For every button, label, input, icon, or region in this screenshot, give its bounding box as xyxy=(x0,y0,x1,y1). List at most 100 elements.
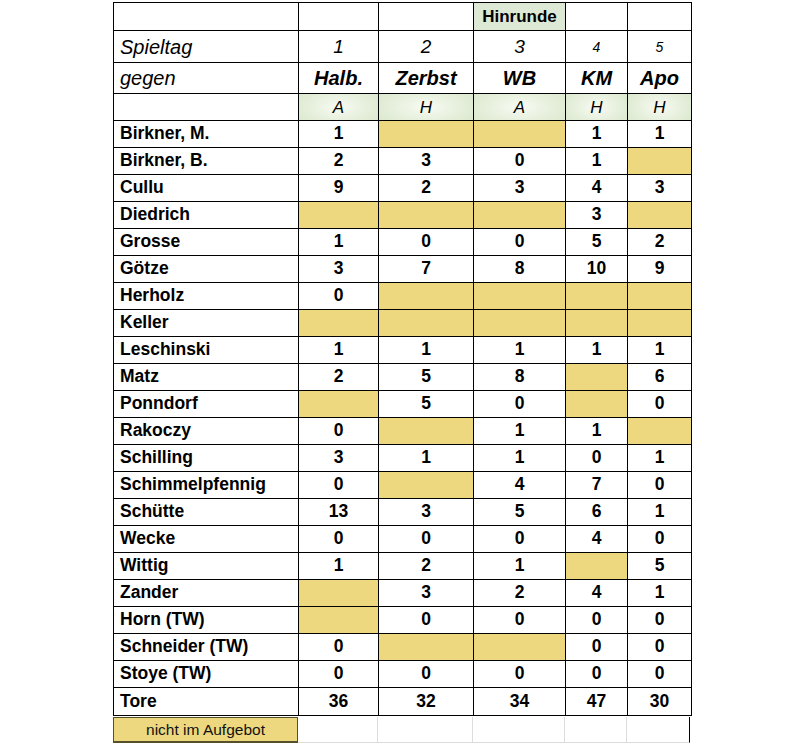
cell-goals[interactable]: 1 xyxy=(628,499,691,526)
cell-goals[interactable]: 10 xyxy=(566,256,628,283)
cell-goals[interactable]: 0 xyxy=(474,526,566,553)
cell-matchday[interactable]: 3 xyxy=(474,31,566,63)
cell-venue[interactable]: H xyxy=(566,94,628,121)
cell-goals[interactable]: 0 xyxy=(628,607,691,634)
cell-not-in-squad[interactable] xyxy=(474,283,566,310)
cell-goals[interactable]: 1 xyxy=(299,229,379,256)
cell-not-in-squad[interactable] xyxy=(299,202,379,229)
cell-not-in-squad[interactable] xyxy=(299,607,379,634)
cell-goals[interactable]: 7 xyxy=(566,472,628,499)
cell-goals[interactable]: 1 xyxy=(628,580,691,607)
cell-goals[interactable]: 2 xyxy=(299,364,379,391)
cell-goals[interactable]: 0 xyxy=(474,148,566,175)
cell-matchday[interactable]: 2 xyxy=(379,31,474,63)
cell-player-name[interactable]: Wittig xyxy=(114,553,299,580)
cell-goals[interactable]: 0 xyxy=(474,229,566,256)
cell-goals[interactable]: 4 xyxy=(566,175,628,202)
cell-blank[interactable] xyxy=(114,3,299,31)
cell-player-name[interactable]: Keller xyxy=(114,310,299,337)
cell-goals[interactable]: 1 xyxy=(628,337,691,364)
cell-goals[interactable]: 1 xyxy=(299,553,379,580)
cell-goals[interactable]: 0 xyxy=(379,607,474,634)
cell-player-name[interactable]: Horn (TW) xyxy=(114,607,299,634)
cell-goals[interactable]: 9 xyxy=(299,175,379,202)
cell-not-in-squad[interactable] xyxy=(299,580,379,607)
cell-not-in-squad[interactable] xyxy=(379,283,474,310)
cell-total-goals[interactable]: 30 xyxy=(628,688,691,715)
cell-goals[interactable]: 5 xyxy=(379,364,474,391)
cell-goals[interactable]: 1 xyxy=(379,337,474,364)
row-label-spieltag[interactable]: Spieltag xyxy=(114,31,299,63)
cell-total-goals[interactable]: 36 xyxy=(299,688,379,715)
cell-player-name[interactable]: Matz xyxy=(114,364,299,391)
cell-goals[interactable]: 1 xyxy=(566,337,628,364)
cell-player-name[interactable]: Schneider (TW) xyxy=(114,634,299,661)
cell-goals[interactable]: 1 xyxy=(474,337,566,364)
cell-goals[interactable]: 3 xyxy=(474,175,566,202)
cell-not-in-squad[interactable] xyxy=(566,553,628,580)
cell-goals[interactable]: 0 xyxy=(628,526,691,553)
cell-goals[interactable]: 2 xyxy=(628,229,691,256)
cell-goals[interactable]: 0 xyxy=(299,283,379,310)
cell-goals[interactable]: 0 xyxy=(299,472,379,499)
cell-goals[interactable]: 0 xyxy=(566,634,628,661)
row-label-gegen[interactable]: gegen xyxy=(114,63,299,94)
cell-not-in-squad[interactable] xyxy=(628,418,691,445)
cell-player-name[interactable]: Ponndorf xyxy=(114,391,299,418)
cell-goals[interactable]: 5 xyxy=(379,391,474,418)
cell-goals[interactable]: 0 xyxy=(474,391,566,418)
cell-goals[interactable]: 3 xyxy=(299,445,379,472)
cell-goals[interactable]: 5 xyxy=(628,553,691,580)
cell-goals[interactable]: 0 xyxy=(379,526,474,553)
cell-player-name[interactable]: Cullu xyxy=(114,175,299,202)
cell-goals[interactable]: 8 xyxy=(474,364,566,391)
cell-goals[interactable]: 13 xyxy=(299,499,379,526)
cell-player-name[interactable]: Diedrich xyxy=(114,202,299,229)
cell-not-in-squad[interactable] xyxy=(474,634,566,661)
cell-player-name[interactable]: Birkner, M. xyxy=(114,121,299,148)
cell-goals[interactable]: 8 xyxy=(474,256,566,283)
cell-player-name[interactable]: Schütte xyxy=(114,499,299,526)
cell-player-name[interactable]: Zander xyxy=(114,580,299,607)
cell-goals[interactable]: 3 xyxy=(379,580,474,607)
row-label-tore[interactable]: Tore xyxy=(114,688,299,715)
cell-goals[interactable]: 1 xyxy=(474,418,566,445)
cell-goals[interactable]: 0 xyxy=(628,472,691,499)
cell-goals[interactable]: 0 xyxy=(379,229,474,256)
cell-not-in-squad[interactable] xyxy=(299,310,379,337)
cell-player-name[interactable]: Wecke xyxy=(114,526,299,553)
cell-matchday[interactable]: 5 xyxy=(628,31,691,63)
cell-goals[interactable]: 1 xyxy=(566,148,628,175)
cell-goals[interactable]: 3 xyxy=(379,148,474,175)
cell-blank[interactable] xyxy=(114,94,299,121)
cell-opponent[interactable]: Zerbst xyxy=(379,63,474,94)
cell-not-in-squad[interactable] xyxy=(628,283,691,310)
cell-goals[interactable]: 1 xyxy=(474,445,566,472)
cell-opponent[interactable]: WB xyxy=(474,63,566,94)
cell-goals[interactable]: 0 xyxy=(474,607,566,634)
cell-goals[interactable]: 2 xyxy=(379,175,474,202)
cell-goals[interactable]: 1 xyxy=(566,418,628,445)
cell-not-in-squad[interactable] xyxy=(474,310,566,337)
cell-blank[interactable] xyxy=(379,3,474,31)
cell-goals[interactable]: 6 xyxy=(628,364,691,391)
cell-goals[interactable]: 0 xyxy=(628,634,691,661)
cell-not-in-squad[interactable] xyxy=(474,202,566,229)
cell-goals[interactable]: 0 xyxy=(379,661,474,688)
cell-blank[interactable] xyxy=(628,3,691,31)
cell-goals[interactable]: 0 xyxy=(299,661,379,688)
cell-goals[interactable]: 9 xyxy=(628,256,691,283)
cell-not-in-squad[interactable] xyxy=(566,310,628,337)
cell-player-name[interactable]: Schilling xyxy=(114,445,299,472)
cell-venue[interactable]: A xyxy=(474,94,566,121)
legend-not-in-squad-cell[interactable]: nicht im Aufgebot xyxy=(113,717,298,743)
cell-goals[interactable]: 0 xyxy=(566,607,628,634)
cell-goals[interactable]: 1 xyxy=(299,337,379,364)
cell-venue[interactable]: H xyxy=(379,94,474,121)
cell-goals[interactable]: 5 xyxy=(474,499,566,526)
cell-goals[interactable]: 0 xyxy=(299,418,379,445)
cell-goals[interactable]: 0 xyxy=(566,661,628,688)
cell-goals[interactable]: 4 xyxy=(474,472,566,499)
cell-goals[interactable]: 1 xyxy=(379,445,474,472)
cell-blank[interactable] xyxy=(566,3,628,31)
